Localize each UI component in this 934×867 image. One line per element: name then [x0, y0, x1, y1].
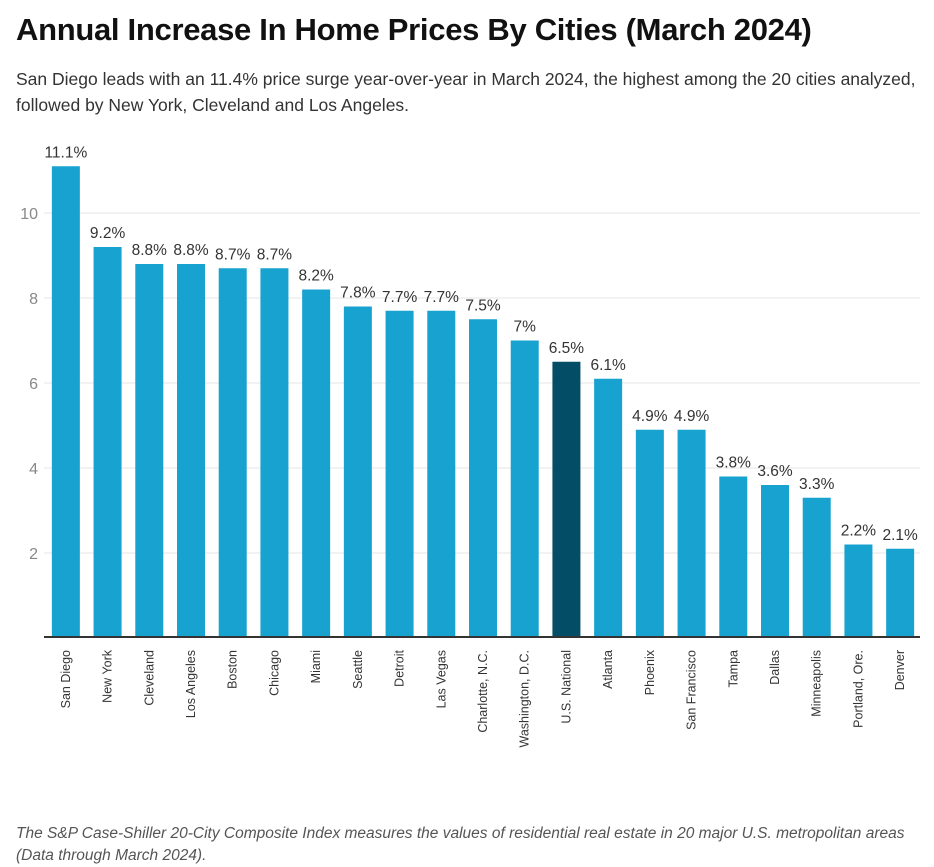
- x-tick-label: Miami: [309, 650, 323, 683]
- x-tick-label: Minneapolis: [810, 650, 824, 717]
- x-tick-label: Detroit: [393, 649, 407, 686]
- x-tick-label: Portland, Ore.: [851, 650, 865, 728]
- x-tick-label: Las Vegas: [434, 650, 448, 708]
- bar: [177, 264, 205, 638]
- y-tick-label: 8: [29, 291, 38, 308]
- bar: [93, 247, 122, 638]
- bar: [469, 319, 497, 638]
- bar: [302, 289, 331, 638]
- bar: [802, 497, 831, 638]
- x-tick-label: Tampa: [726, 650, 740, 688]
- x-tick-label: Atlanta: [601, 650, 615, 689]
- data-label: 2.1%: [882, 527, 918, 544]
- chart-subtitle: San Diego leads with an 11.4% price surg…: [16, 69, 916, 115]
- data-label: 9.2%: [90, 225, 126, 242]
- data-label: 7%: [514, 319, 537, 336]
- x-tick-label: Boston: [226, 650, 240, 689]
- data-label: 7.5%: [465, 297, 501, 314]
- data-label: 8.7%: [215, 246, 251, 263]
- chart-note: The S&P Case-Shiller 20-City Composite I…: [16, 825, 905, 864]
- bar: [218, 268, 247, 638]
- x-tick-label: Chicago: [267, 650, 281, 696]
- data-label: 8.8%: [132, 242, 168, 259]
- x-tick-label: Washington, D.C.: [518, 650, 532, 748]
- bar: [343, 306, 372, 638]
- data-label: 11.1%: [44, 144, 87, 161]
- y-tick-label: 4: [29, 461, 38, 478]
- bar: [51, 166, 80, 638]
- data-label: 3.6%: [757, 463, 793, 480]
- data-label: 6.5%: [549, 340, 585, 357]
- data-label: 7.7%: [424, 289, 460, 306]
- x-tick-label: Seattle: [351, 650, 365, 689]
- x-tick-label: San Diego: [59, 650, 73, 708]
- x-tick-label: U.S. National: [559, 650, 573, 724]
- y-tick-label: 6: [29, 376, 38, 393]
- bar: [761, 485, 789, 638]
- y-tick-label: 10: [20, 206, 38, 223]
- x-tick-label: Denver: [893, 650, 907, 690]
- data-label: 8.2%: [298, 268, 334, 285]
- data-label: 2.2%: [841, 523, 877, 540]
- x-tick-label: Cleveland: [142, 650, 156, 706]
- bar: [594, 378, 623, 638]
- bar: [719, 476, 748, 638]
- data-label: 3.3%: [799, 476, 835, 493]
- bar: [427, 310, 456, 638]
- data-label: 6.1%: [590, 357, 626, 374]
- bar: [260, 268, 289, 638]
- bar: [510, 340, 539, 638]
- x-tick-label: Phoenix: [643, 649, 657, 695]
- data-label: 4.9%: [674, 408, 710, 425]
- data-label: 4.9%: [632, 408, 668, 425]
- chart-title: Annual Increase In Home Prices By Cities…: [16, 12, 812, 47]
- bar: [886, 548, 915, 638]
- data-label: 7.8%: [340, 285, 376, 302]
- bar: [635, 429, 664, 638]
- x-tick-label: Los Angeles: [184, 650, 198, 718]
- data-label: 7.7%: [382, 289, 418, 306]
- bar: [135, 264, 164, 638]
- x-tick-label: San Francisco: [685, 650, 699, 730]
- x-tick-label: New York: [101, 649, 115, 703]
- x-tick-label: Dallas: [768, 650, 782, 685]
- x-tick-label: Charlotte, N.C.: [476, 650, 490, 733]
- bar: [677, 429, 706, 638]
- data-label: 8.7%: [257, 246, 293, 263]
- y-tick-label: 2: [29, 546, 38, 563]
- data-label: 3.8%: [716, 455, 752, 472]
- data-label: 8.8%: [173, 242, 209, 259]
- bar: [552, 361, 581, 638]
- bar: [844, 544, 873, 638]
- bar: [385, 310, 414, 638]
